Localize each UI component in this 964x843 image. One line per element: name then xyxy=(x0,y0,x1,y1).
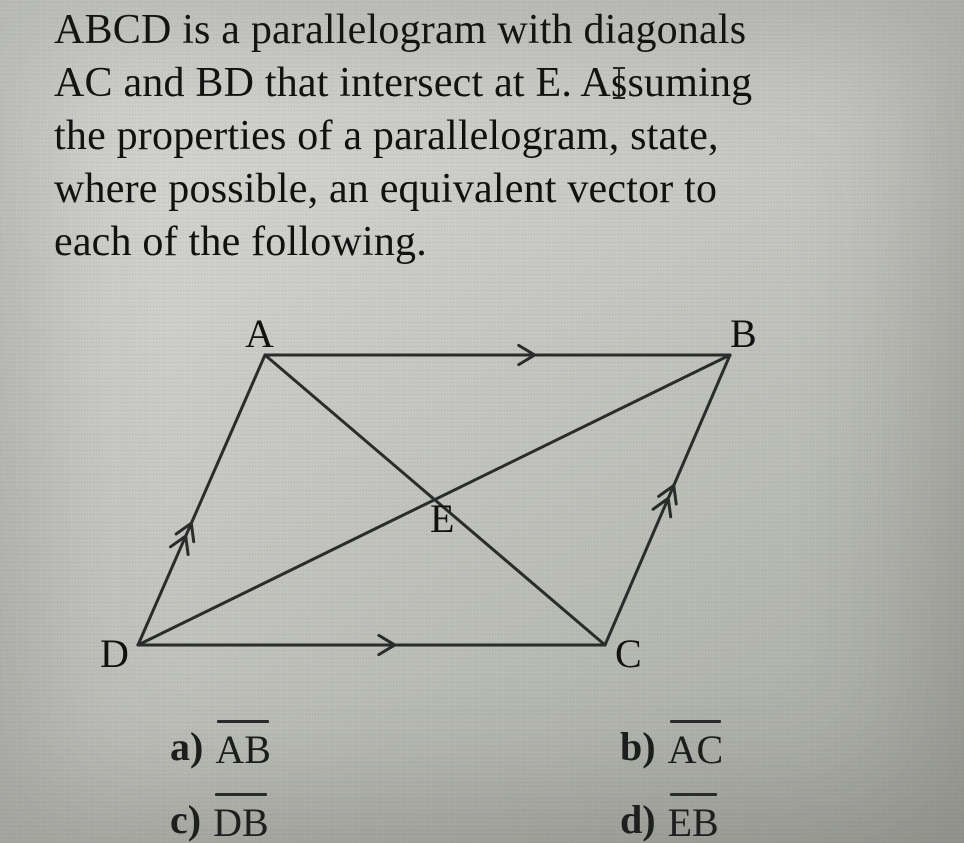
option-a-vector: AB xyxy=(215,720,271,773)
problem-text: ABCD is a parallelogram with diagonals A… xyxy=(54,4,944,269)
option-b-tag: b) xyxy=(620,723,656,770)
option-c: c) DB xyxy=(170,793,420,843)
parallelogram-diagram: A B D C E xyxy=(90,300,790,710)
vertex-label-d: D xyxy=(100,630,129,677)
vertex-label-a: A xyxy=(245,310,274,357)
answer-options: a) AB b) AC c) DB d) EB xyxy=(170,720,870,843)
vertex-label-e: E xyxy=(430,495,454,542)
vertex-label-b: B xyxy=(730,310,757,357)
line-2b: ssuming xyxy=(611,60,752,106)
option-a-tag: a) xyxy=(170,723,203,770)
option-b: b) AC xyxy=(620,720,870,773)
line-3: the properties of a parallelogram, state… xyxy=(54,113,719,159)
line-5: each of the following. xyxy=(54,219,427,265)
line-4: where possible, an equivalent vector to xyxy=(54,166,717,212)
vertex-label-c: C xyxy=(615,630,642,677)
option-c-vector: DB xyxy=(213,793,269,843)
option-a: a) AB xyxy=(170,720,420,773)
line-1: ABCD is a parallelogram with diagonals xyxy=(54,7,746,53)
option-d-vector: EB xyxy=(668,793,719,843)
line-2a: AC and BD that intersect at E. A xyxy=(54,60,611,106)
option-d: d) EB xyxy=(620,793,870,843)
page: ABCD is a parallelogram with diagonals A… xyxy=(0,0,964,843)
option-c-tag: c) xyxy=(170,796,201,843)
option-d-tag: d) xyxy=(620,796,656,843)
option-b-vector: AC xyxy=(668,720,724,773)
